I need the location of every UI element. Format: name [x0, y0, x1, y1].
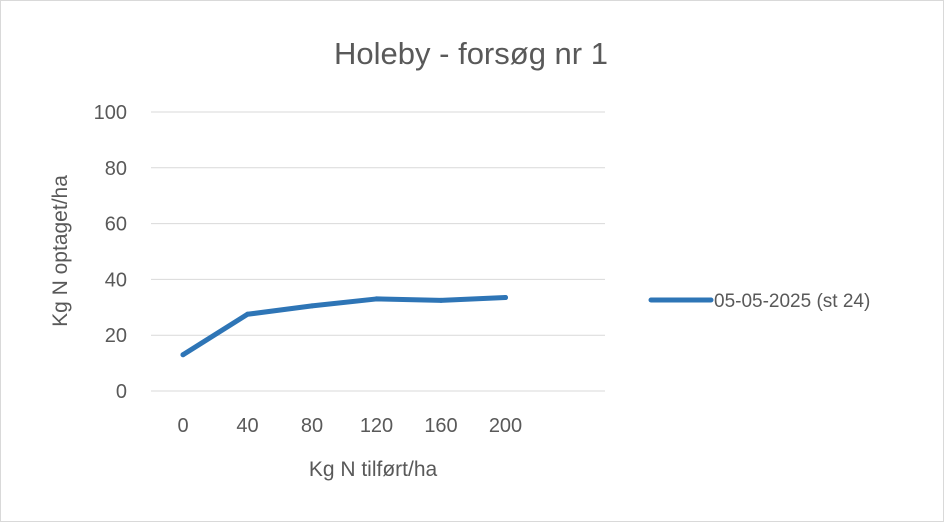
legend: 05-05-2025 (st 24)	[648, 291, 870, 312]
y-tick-label: 100	[94, 102, 127, 124]
x-tick-label: 0	[177, 415, 188, 437]
legend-series-label: 05-05-2025 (st 24)	[714, 291, 870, 312]
data-point	[309, 303, 315, 309]
data-point	[180, 352, 186, 358]
x-tick-label: 120	[360, 415, 393, 437]
y-tick-label: 40	[105, 269, 127, 291]
chart-title: Holeby - forsøg nr 1	[334, 36, 608, 71]
series-line-0	[180, 295, 508, 358]
y-tick-label: 80	[105, 158, 127, 180]
x-tick-label: 160	[424, 415, 457, 437]
data-point	[438, 297, 444, 303]
y-axis-title: Kg N optaget/ha	[49, 175, 72, 327]
x-axis-tick-labels: 0 40 80 120 160 200	[177, 415, 522, 437]
data-point	[374, 296, 379, 302]
gridlines	[151, 111, 605, 392]
y-axis-tick-labels: 0 20 40 60 80 100	[94, 102, 127, 403]
data-point	[245, 311, 250, 317]
x-tick-label: 80	[301, 415, 323, 437]
x-axis-title: Kg N tilført/ha	[309, 458, 438, 481]
y-tick-label: 20	[105, 325, 127, 347]
x-tick-label: 40	[236, 415, 258, 437]
x-tick-label: 200	[489, 415, 522, 437]
data-point	[503, 295, 508, 301]
series-lines	[180, 295, 508, 358]
y-tick-label: 0	[116, 381, 127, 403]
y-tick-label: 60	[105, 214, 127, 236]
